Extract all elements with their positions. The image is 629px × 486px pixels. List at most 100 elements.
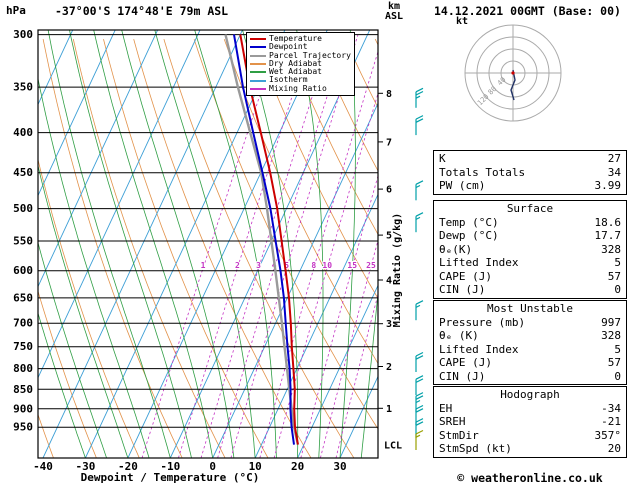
table-row: θₑ (K) 328 bbox=[434, 329, 626, 343]
table-row-label: θₑ(K) bbox=[439, 242, 473, 256]
table-row-value: 3.99 bbox=[594, 179, 622, 192]
svg-text:15: 15 bbox=[347, 261, 357, 270]
table-row-value: 0 bbox=[614, 369, 621, 383]
table-row: CAPE (J) 57 bbox=[434, 270, 626, 284]
table-row-value: 17.7 bbox=[594, 229, 622, 242]
svg-text:850: 850 bbox=[13, 383, 33, 396]
datetime-title: 14.12.2021 00GMT (Base: 00) bbox=[434, 4, 621, 18]
legend-label: Isotherm bbox=[269, 75, 308, 85]
table-row-value: 357° bbox=[594, 428, 622, 442]
svg-text:120: 120 bbox=[476, 93, 491, 108]
legend-item: Dewpoint bbox=[250, 42, 351, 51]
legend-label: Wet Adiabat bbox=[269, 67, 322, 77]
table-row-value: 328 bbox=[601, 242, 621, 256]
table-row: K 27 bbox=[434, 152, 626, 166]
wind-barb-column bbox=[415, 87, 424, 450]
svg-text:8: 8 bbox=[311, 261, 316, 270]
svg-text:0: 0 bbox=[209, 460, 216, 473]
table-row: CIN (J) 0 bbox=[434, 283, 626, 297]
wind-barb bbox=[415, 115, 424, 136]
svg-text:-10: -10 bbox=[160, 460, 180, 473]
svg-text:1: 1 bbox=[201, 261, 206, 270]
table-row-label: StmSpd (kt) bbox=[439, 442, 512, 455]
table-row-value: 5 bbox=[614, 342, 621, 356]
wind-barb bbox=[415, 212, 424, 233]
table-row-label: Lifted Index bbox=[439, 342, 519, 356]
legend-item: Temperature bbox=[250, 34, 351, 43]
svg-text:950: 950 bbox=[13, 421, 33, 434]
legend-item: Dry Adiabat bbox=[250, 58, 351, 68]
table-row-value: -21 bbox=[601, 415, 621, 428]
table-row: StmDir 357° bbox=[434, 429, 626, 443]
table-row-value: 20 bbox=[607, 442, 621, 455]
table-row-label: K bbox=[439, 152, 446, 165]
table-indices: K 27 Totals Totals 34 PW (cm) 3.99 bbox=[433, 150, 627, 195]
table-row-label: SREH bbox=[439, 415, 466, 428]
svg-text:1: 1 bbox=[386, 404, 392, 415]
svg-text:6: 6 bbox=[386, 185, 392, 196]
svg-text:8: 8 bbox=[386, 89, 392, 100]
pressure-gridlines bbox=[38, 34, 378, 428]
svg-text:25: 25 bbox=[366, 261, 376, 270]
svg-text:10: 10 bbox=[322, 261, 332, 270]
x-axis-title: Dewpoint / Temperature (°C) bbox=[80, 471, 260, 484]
wind-barb bbox=[415, 180, 424, 201]
table-row-label: CAPE (J) bbox=[439, 269, 492, 283]
table-section-title: Hodograph bbox=[500, 388, 560, 401]
legend-item: Parcel Trajectory bbox=[250, 51, 351, 60]
table-section-title: Most Unstable bbox=[486, 302, 574, 315]
svg-text:350: 350 bbox=[13, 81, 33, 94]
table-row: Totals Totals 34 bbox=[434, 166, 626, 180]
table-row-value: 5 bbox=[614, 256, 621, 269]
svg-text:700: 700 bbox=[13, 317, 33, 330]
lcl-label: LCL bbox=[384, 441, 402, 452]
altitude-axis-unit-km: km bbox=[387, 1, 401, 12]
table-row-value: 57 bbox=[607, 356, 621, 369]
table-row: Lifted Index 5 bbox=[434, 256, 626, 270]
wind-barb bbox=[415, 300, 424, 321]
svg-text:500: 500 bbox=[13, 202, 33, 215]
legend-swatch bbox=[250, 46, 266, 49]
hodograph-trace bbox=[510, 69, 516, 101]
table-row-value: 18.6 bbox=[594, 215, 622, 229]
table-row: EH -34 bbox=[434, 402, 626, 416]
svg-text:2: 2 bbox=[235, 261, 240, 270]
table-row-label: Pressure (mb) bbox=[439, 315, 526, 329]
svg-text:300: 300 bbox=[13, 28, 33, 41]
wind-barb bbox=[415, 429, 424, 450]
table-row-label: CIN (J) bbox=[439, 283, 486, 296]
table-row: SREH -21 bbox=[434, 415, 626, 429]
hodograph-unit-label: kt bbox=[456, 16, 468, 27]
pressure-axis-labels: 300 350 400 450 500 550 600 650 700 750 800 850 900 9… bbox=[13, 28, 33, 434]
legend-swatch bbox=[250, 38, 266, 41]
svg-text:30: 30 bbox=[333, 460, 346, 473]
pressure-axis-unit: hPa bbox=[6, 4, 26, 17]
legend-item: Mixing Ratio bbox=[250, 84, 351, 93]
legend-swatch bbox=[250, 87, 266, 90]
table-hodograph: Hodograph EH -34 SREH -21 StmDir 357° StmSpd (k… bbox=[433, 386, 627, 458]
svg-text:800: 800 bbox=[13, 362, 33, 375]
legend-label: Dry Adiabat bbox=[269, 58, 322, 68]
table-most-unstable: Most Unstable Pressure (mb) 997 θₑ (K) 328 Li… bbox=[433, 300, 627, 385]
svg-text:-40: -40 bbox=[33, 460, 53, 473]
table-row-label: Dewp (°C) bbox=[439, 229, 499, 242]
svg-text:5: 5 bbox=[284, 261, 289, 270]
table-row-label: StmDir bbox=[439, 428, 479, 442]
table-row: StmSpd (kt) 20 bbox=[434, 442, 626, 456]
table-row: θₑ(K) 328 bbox=[434, 243, 626, 257]
svg-text:-30: -30 bbox=[75, 460, 95, 473]
svg-text:600: 600 bbox=[13, 264, 33, 277]
svg-text:40: 40 bbox=[496, 76, 508, 88]
table-row-label: Totals Totals bbox=[439, 165, 526, 179]
wind-barb bbox=[415, 87, 424, 108]
wet-adiabats bbox=[38, 30, 378, 458]
table-row-value: 57 bbox=[607, 269, 621, 283]
table-row: CIN (J) 0 bbox=[434, 370, 626, 384]
table-row: PW (cm) 3.99 bbox=[434, 179, 626, 193]
svg-text:400: 400 bbox=[13, 126, 33, 139]
table-row: CAPE (J) 57 bbox=[434, 356, 626, 370]
mixing-ratio-axis-label: Mixing Ratio (g/kg) bbox=[391, 213, 403, 327]
